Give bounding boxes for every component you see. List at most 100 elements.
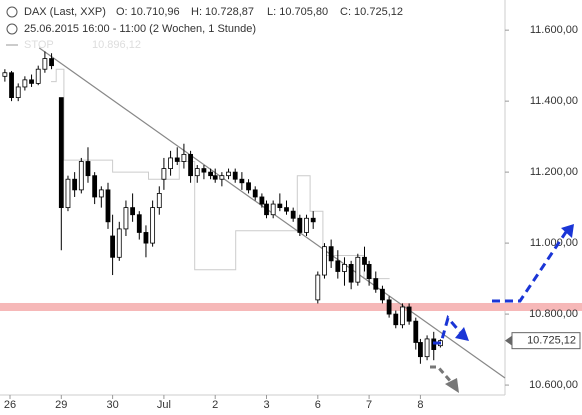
candle-body	[252, 189, 258, 198]
instrument: DAX (Last, XXP)	[24, 6, 106, 18]
candle-body	[130, 207, 136, 216]
candle-body	[304, 217, 309, 233]
candle-body	[400, 306, 405, 326]
candle-body	[208, 171, 213, 177]
stop-line	[51, 68, 390, 280]
candle-body	[232, 171, 238, 180]
candle-body	[174, 157, 180, 162]
candle-body	[29, 79, 34, 84]
candle-body	[181, 153, 187, 162]
subtitle: 25.06.2015 16:00 - 11:00 (2 Wochen, 1 St…	[24, 23, 256, 35]
y-tick-label: 11.000,00	[530, 237, 578, 249]
candle-body	[342, 263, 347, 272]
candle-body	[406, 306, 412, 322]
candle-body	[161, 168, 167, 180]
plot: 10.600,00 10.800,00 11.000,00 11.200,00 11.4…	[0, 24, 582, 411]
candle-body	[92, 175, 98, 198]
y-tick-label: 11.600,00	[530, 24, 578, 36]
clock-icon	[6, 23, 18, 35]
candle-body	[110, 235, 116, 258]
last-price-pointer	[505, 335, 512, 346]
clock-icon	[6, 6, 18, 18]
x-tick-label: 26	[4, 399, 16, 411]
stop-legend-value: 10.896,12	[92, 39, 141, 51]
candle-body	[136, 214, 142, 233]
x-tick-label: 30	[106, 399, 118, 411]
candle-body	[380, 288, 385, 301]
candle-body	[322, 246, 327, 276]
candle-body	[105, 189, 111, 223]
candle-body	[366, 263, 372, 279]
candle-body	[264, 203, 269, 216]
candle-body	[98, 189, 104, 198]
ohlc-close: C: 10.725,12	[340, 6, 403, 18]
candle-body	[58, 97, 64, 209]
scenario-arrow	[492, 231, 568, 303]
candle-body	[9, 72, 14, 98]
scenario-arrow	[430, 365, 454, 384]
candle-body	[226, 171, 231, 177]
candle-body	[2, 72, 8, 77]
candle-body	[277, 203, 283, 209]
candle-body	[348, 263, 354, 283]
ohlc-open: O: 10.710,96	[116, 6, 180, 18]
candle-body	[78, 161, 84, 191]
candle-body	[201, 168, 207, 173]
candle-body	[35, 68, 41, 84]
candle-body	[290, 210, 296, 219]
candle-body	[424, 338, 430, 358]
candle-body	[219, 175, 225, 180]
candle-body	[168, 157, 173, 169]
candle-body	[362, 256, 367, 265]
candle-body	[72, 178, 78, 191]
candle-body	[123, 207, 129, 230]
candle-body	[355, 256, 361, 283]
candle-body	[49, 58, 54, 67]
y-tick-label: 11.400,00	[530, 95, 578, 107]
candle-body	[310, 217, 316, 223]
y-tick-label: 11.200,00	[530, 166, 578, 178]
candle-body	[212, 175, 218, 180]
support-zone	[0, 302, 582, 311]
ohlc-high: H: 10.728,87	[191, 6, 254, 18]
candle-body	[418, 342, 423, 358]
y-tick-label: 10.800,00	[529, 308, 578, 320]
candle-body	[150, 207, 156, 244]
candle-body	[270, 203, 276, 216]
arrow-head	[445, 378, 459, 393]
candle-body	[116, 228, 122, 258]
candle-body	[22, 79, 28, 88]
candle-body	[143, 232, 149, 244]
candle-body	[156, 193, 162, 209]
x-tick-label: 2	[212, 399, 218, 411]
candle-body	[335, 260, 341, 272]
scenario-arrows	[430, 224, 574, 393]
candle-body	[393, 313, 399, 326]
stop-legend: STOP	[24, 39, 54, 51]
candle-body	[259, 196, 265, 205]
y-tick-label: 10.600,00	[529, 379, 578, 391]
ohlc-low: L: 10.705,80	[267, 6, 328, 18]
arrow-head	[455, 327, 469, 341]
candle-body	[315, 274, 321, 301]
candle-body	[413, 320, 419, 343]
candle-body	[65, 178, 71, 209]
last-price-label: 10.725,12	[527, 335, 576, 347]
candle-body	[188, 153, 193, 177]
candle-body	[386, 299, 392, 315]
scenario-arrow	[433, 314, 462, 345]
x-tick-label: 7	[366, 399, 372, 411]
candle-body	[85, 161, 91, 177]
x-tick-label: 3	[263, 399, 269, 411]
candle-body	[42, 58, 48, 70]
x-tick-label: 6	[315, 399, 321, 411]
candle-body	[297, 217, 303, 233]
candle-body	[373, 278, 379, 290]
candle-body	[246, 182, 251, 191]
candle-body	[328, 246, 334, 262]
header: DAX (Last, XXP) O: 10.710,96 H: 10.728,8…	[6, 6, 403, 51]
candle-body	[239, 178, 245, 184]
